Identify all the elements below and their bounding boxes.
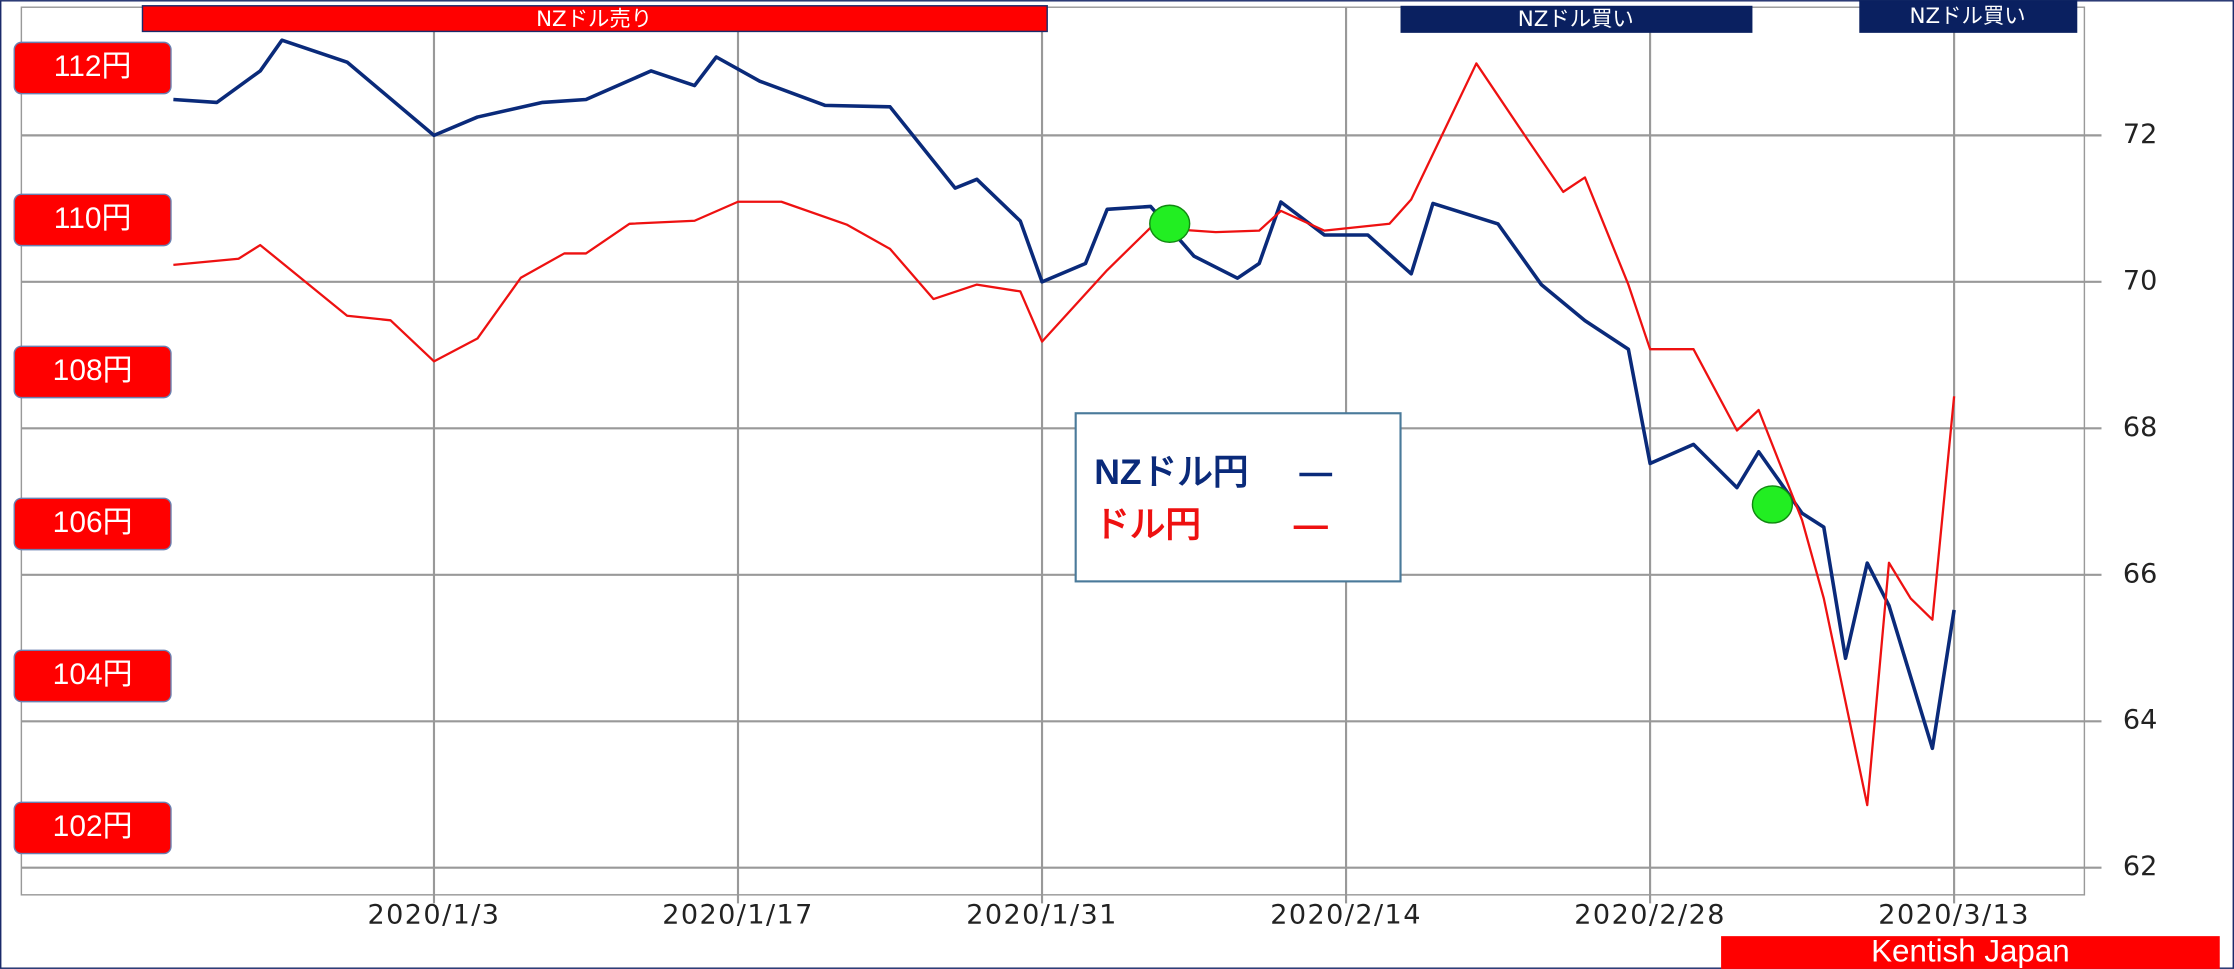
y2-tick-box: [13, 41, 172, 95]
y-tick-label: 68: [2123, 412, 2157, 443]
y2-tick-label: 112円: [54, 50, 132, 83]
y-tick-label: 64: [2123, 705, 2157, 736]
y2-tick-box: [13, 345, 172, 399]
x-tick-label: 2020/1/3: [368, 900, 501, 931]
banner-text: NZドル買い: [1910, 4, 2026, 29]
y-tick-label: 70: [2123, 265, 2157, 296]
cross-marker: [1149, 204, 1191, 244]
series-line: [173, 38, 1956, 751]
y-tick-label: 62: [2123, 851, 2157, 882]
x-tick-label: 2020/1/17: [662, 900, 814, 931]
y2-tick-label: 110円: [54, 202, 132, 235]
y2-tick-box: [13, 801, 172, 855]
x-tick-label: 2020/3/13: [1878, 900, 2030, 931]
y2-tick-label: 106円: [53, 506, 133, 539]
y2-tick-box: [13, 193, 172, 247]
legend-label: ドル円: [1094, 505, 1201, 545]
grid: [21, 7, 2102, 904]
banner-text: NZドル売り: [536, 7, 652, 32]
y2-tick-label: 104円: [53, 658, 133, 691]
banner: [1400, 5, 1753, 33]
x-tick-label: 2020/1/31: [966, 900, 1118, 931]
y2-tick-label: 108円: [53, 354, 133, 387]
brand: Kentish Japan: [1871, 934, 2070, 969]
cross-marker: [1751, 485, 1794, 524]
x-tick-label: 2020/2/14: [1270, 900, 1422, 931]
plot-border: [20, 6, 2086, 896]
y-tick-label: 66: [2123, 558, 2157, 589]
y2-tick-box: [13, 497, 172, 551]
banner: [141, 5, 1048, 33]
y-tick-label: 72: [2123, 119, 2157, 150]
y2-tick-box: [13, 649, 172, 703]
x-tick-label: 2020/2/28: [1574, 900, 1726, 931]
legend: [1074, 412, 1402, 583]
y2-tick-label: 102円: [53, 810, 133, 843]
banner: [1859, 0, 2078, 33]
legend-label: NZドル円: [1094, 452, 1248, 492]
banner-text: NZドル買い: [1518, 7, 1634, 32]
banner: [1721, 936, 2220, 969]
